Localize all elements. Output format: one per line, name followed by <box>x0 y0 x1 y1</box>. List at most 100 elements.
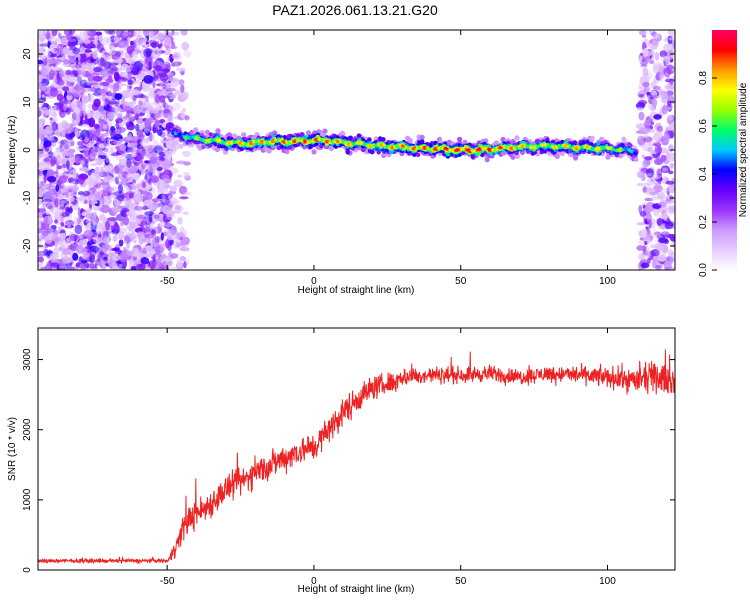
noise-speck <box>102 243 111 250</box>
noise-speck <box>183 50 192 58</box>
noise-speck <box>667 30 675 36</box>
noise-speck <box>148 213 153 223</box>
noise-speck <box>111 229 119 235</box>
noise-speck <box>130 116 135 122</box>
noise-speck <box>103 56 112 60</box>
noise-speck <box>177 217 183 225</box>
noise-speck <box>38 228 43 234</box>
noise-speck <box>43 140 52 148</box>
noise-speck <box>93 66 103 73</box>
noise-speck <box>132 50 136 58</box>
noise-speck <box>51 121 58 132</box>
noise-speck <box>43 248 49 256</box>
noise-speck <box>644 156 653 161</box>
noise-speck <box>82 266 86 270</box>
noise-speck <box>86 56 95 64</box>
noise-speck <box>124 201 130 207</box>
noise-speck <box>173 210 182 214</box>
noise-speck <box>47 176 57 183</box>
noise-speck <box>157 44 162 49</box>
noise-speck <box>118 83 127 87</box>
noise-speck <box>97 42 104 53</box>
noise-speck <box>102 181 111 192</box>
noise-speck <box>55 168 59 179</box>
noise-speck <box>47 205 54 209</box>
noise-speck <box>79 46 86 55</box>
noise-speck <box>134 258 143 265</box>
noise-speck <box>156 171 165 182</box>
noise-speck <box>44 235 53 244</box>
noise-speck <box>668 85 675 90</box>
noise-speck <box>74 83 81 93</box>
noise-speck <box>46 59 56 65</box>
ridge-point <box>201 144 206 150</box>
noise-speck <box>654 131 663 139</box>
noise-speck <box>163 102 169 111</box>
noise-speck <box>639 127 650 135</box>
noise-speck <box>152 257 157 268</box>
noise-speck <box>162 206 166 215</box>
noise-speck <box>127 225 133 232</box>
noise-speck <box>174 88 179 95</box>
noise-speck <box>38 263 42 269</box>
noise-speck <box>118 239 124 247</box>
noise-speck <box>61 185 70 192</box>
noise-speck <box>148 249 154 254</box>
noise-speck <box>57 165 63 170</box>
noise-speck <box>642 48 649 57</box>
noise-speck <box>170 266 178 270</box>
noise-speck <box>167 114 173 122</box>
noise-speck <box>640 64 648 68</box>
noise-speck <box>89 87 96 92</box>
noise-speck <box>113 87 117 94</box>
noise-speck <box>647 147 654 153</box>
noise-speck <box>646 141 657 145</box>
ridge-point <box>345 150 350 155</box>
noise-speck <box>72 204 80 211</box>
noise-speck <box>81 64 89 71</box>
noise-speck <box>151 161 161 168</box>
noise-speck <box>73 167 77 177</box>
noise-speck <box>128 233 137 240</box>
noise-speck <box>91 150 97 157</box>
noise-speck <box>144 233 154 239</box>
noise-speck <box>41 77 47 83</box>
noise-speck <box>111 166 120 175</box>
noise-speck <box>650 51 656 56</box>
noise-speck <box>667 100 671 108</box>
noise-speck <box>130 64 138 72</box>
noise-speck <box>149 36 153 44</box>
noise-speck <box>109 50 116 55</box>
noise-speck <box>143 48 152 58</box>
noise-speck <box>127 37 131 44</box>
noise-speck <box>69 69 79 78</box>
noise-speck <box>72 66 79 72</box>
ridge-point <box>457 136 463 142</box>
noise-speck <box>140 257 150 265</box>
noise-speck <box>85 120 91 125</box>
noise-speck <box>657 179 662 185</box>
noise-speck <box>57 194 65 200</box>
noise-speck <box>126 250 134 256</box>
noise-speck <box>76 76 82 84</box>
noise-speck <box>82 150 89 158</box>
noise-speck <box>181 151 187 155</box>
noise-speck <box>104 235 108 240</box>
noise-speck <box>65 134 71 140</box>
noise-speck <box>90 162 98 167</box>
noise-speck <box>115 118 124 124</box>
noise-speck <box>657 201 668 207</box>
noise-speck <box>648 39 658 50</box>
noise-speck <box>98 215 106 221</box>
noise-speck <box>91 136 98 145</box>
noise-speck <box>105 220 110 231</box>
ridge-point <box>484 157 490 163</box>
noise-speck <box>70 141 74 146</box>
noise-speck <box>74 127 79 137</box>
noise-speck <box>641 182 651 187</box>
noise-speck <box>169 185 177 192</box>
noise-speck <box>156 47 162 56</box>
noise-speck <box>106 112 116 119</box>
noise-speck <box>667 144 674 153</box>
noise-speck <box>183 192 192 196</box>
